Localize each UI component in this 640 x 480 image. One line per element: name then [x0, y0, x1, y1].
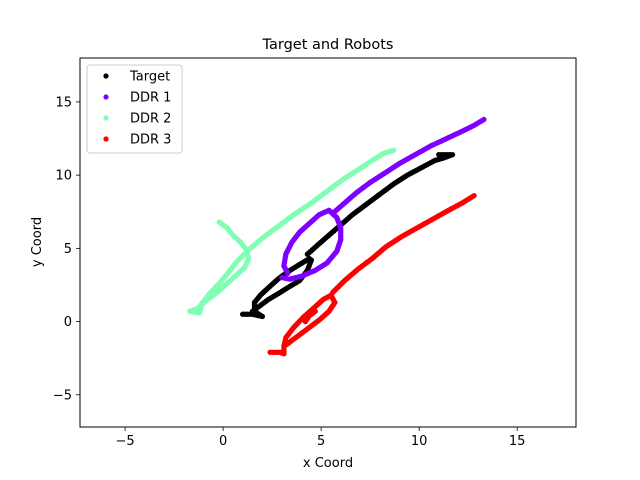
- legend-label-target: Target: [129, 70, 170, 85]
- y-tick-label: 5: [64, 242, 72, 257]
- y-tick-label: 0: [64, 315, 72, 330]
- legend-marker-ddr1: [103, 94, 109, 100]
- x-axis: −5 0 5 10 15: [116, 427, 526, 449]
- y-tick-label: 15: [55, 95, 72, 110]
- x-axis-label: x Coord: [303, 456, 353, 471]
- legend-label-ddr1: DDR 1: [130, 91, 171, 106]
- y-axis: −5 0 5 10 15: [53, 95, 80, 403]
- data-point: [302, 318, 309, 325]
- series-ddr1: [279, 116, 487, 282]
- x-tick-label: 0: [219, 434, 227, 449]
- x-tick-label: 15: [509, 434, 526, 449]
- data-point: [436, 151, 442, 158]
- y-tick-label: −5: [53, 388, 72, 403]
- data-point: [471, 192, 477, 199]
- legend-marker-ddr3: [103, 136, 109, 142]
- y-tick-label: 10: [55, 169, 72, 184]
- data-point: [481, 116, 487, 123]
- data-point: [390, 147, 397, 153]
- x-tick-label: 10: [411, 434, 428, 449]
- x-tick-label: 5: [317, 434, 325, 449]
- x-tick-label: −5: [116, 434, 135, 449]
- points-layer: [187, 116, 487, 357]
- data-point: [283, 342, 289, 348]
- y-axis-label: y Coord: [30, 217, 45, 267]
- data-point: [249, 308, 256, 315]
- legend-label-ddr3: DDR 3: [130, 133, 171, 148]
- legend-marker-target: [103, 73, 109, 79]
- data-point: [285, 270, 291, 276]
- chart-title: Target and Robots: [262, 37, 394, 53]
- legend-box: [86, 64, 183, 154]
- series-ddr2: [187, 147, 397, 316]
- legend: Target DDR 1 DDR 2 DDR 3: [86, 64, 183, 154]
- legend-label-ddr2: DDR 2: [130, 112, 171, 127]
- plot-frame: [79, 57, 577, 428]
- legend-marker-ddr2: [103, 115, 109, 121]
- series-ddr3: [267, 192, 477, 357]
